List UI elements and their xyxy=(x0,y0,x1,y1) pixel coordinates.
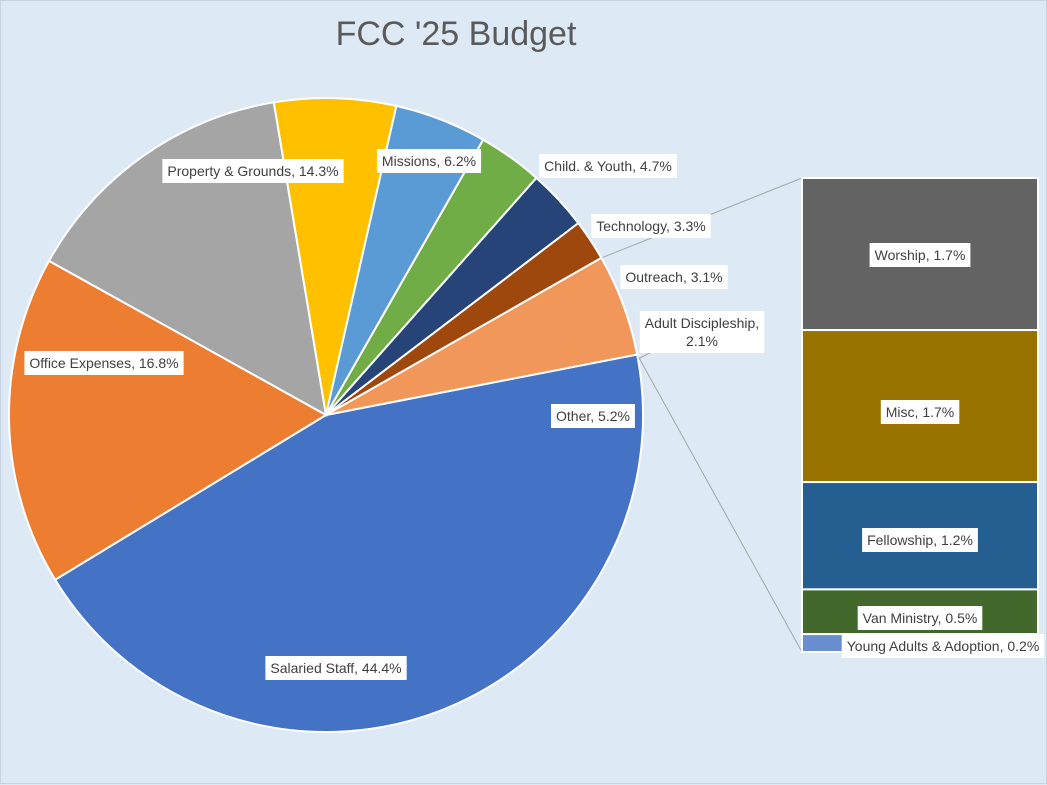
label-other: Other, 5.2% xyxy=(551,404,635,428)
label-misc: Misc, 1.7% xyxy=(880,400,960,424)
label-property-grounds: Property & Grounds, 14.3% xyxy=(162,159,344,183)
label-misc-text: Misc, 1.7% xyxy=(886,404,954,420)
slice-salaried-staff xyxy=(53,353,645,734)
label-adult-discipleship: Adult Discipleship, 2.1% xyxy=(639,311,765,353)
label-van-ministry-text: Van Ministry, 0.5% xyxy=(863,610,978,626)
label-fellowship-text: Fellowship, 1.2% xyxy=(867,532,973,548)
label-salaried-staff-box xyxy=(265,656,407,680)
label-technology: Technology, 3.3% xyxy=(591,214,711,238)
data-labels: Salaried Staff, 44.4% Office Expenses, 16… xyxy=(24,149,1045,680)
label-outreach: Outreach, 3.1% xyxy=(620,265,728,289)
label-young-adults-adoption: Young Adults & Adoption, 0.2% xyxy=(841,634,1045,658)
label-office-expenses: Office Expenses, 16.8% xyxy=(24,351,184,375)
connector-line-bottom xyxy=(636,354,803,653)
label-young-adults-adoption-box xyxy=(841,634,1045,658)
label-salaried-staff-text: Salaried Staff, 44.4% xyxy=(270,660,401,676)
label-outreach-box xyxy=(620,265,728,289)
label-other-text: Other, 5.2% xyxy=(556,408,630,424)
label-salaried-staff: Salaried Staff, 44.4% xyxy=(265,656,407,680)
label-child-youth-text: Child. & Youth, 4.7% xyxy=(544,158,672,174)
label-property-grounds-text: Property & Grounds, 14.3% xyxy=(167,163,338,179)
slice-office-expenses xyxy=(7,259,328,582)
label-technology-text: Technology, 3.3% xyxy=(596,218,705,234)
label-worship-box xyxy=(869,243,971,267)
pie-slices xyxy=(7,97,645,734)
label-missions: Missions, 6.2% xyxy=(376,149,482,173)
label-misc-box xyxy=(880,400,960,424)
label-fellowship-box xyxy=(862,528,978,552)
label-worship-text: Worship, 1.7% xyxy=(875,247,966,263)
label-office-expenses-box xyxy=(24,351,184,375)
label-adult-discipleship-text: Adult Discipleship, xyxy=(645,315,759,331)
label-adult-discipleship-box xyxy=(639,311,765,353)
label-outreach-text: Outreach, 3.1% xyxy=(625,269,722,285)
label-office-expenses-text: Office Expenses, 16.8% xyxy=(29,355,178,371)
label-adult-discipleship-text: 2.1% xyxy=(686,333,718,349)
label-van-ministry-box xyxy=(857,606,983,630)
slice-other xyxy=(325,256,639,416)
label-child-youth: Child. & Youth, 4.7% xyxy=(539,154,677,178)
label-other-box xyxy=(551,404,635,428)
label-worship: Worship, 1.7% xyxy=(869,243,971,267)
label-technology-box xyxy=(591,214,711,238)
label-missions-text: Missions, 6.2% xyxy=(382,153,476,169)
chart-title: FCC '25 Budget xyxy=(335,15,577,53)
label-van-ministry: Van Ministry, 0.5% xyxy=(857,606,983,630)
label-missions-box xyxy=(376,149,482,173)
label-young-adults-adoption-text: Young Adults & Adoption, 0.2% xyxy=(847,638,1040,654)
label-child-youth-box xyxy=(539,154,677,178)
label-fellowship: Fellowship, 1.2% xyxy=(862,528,978,552)
label-property-grounds-box xyxy=(162,159,344,183)
